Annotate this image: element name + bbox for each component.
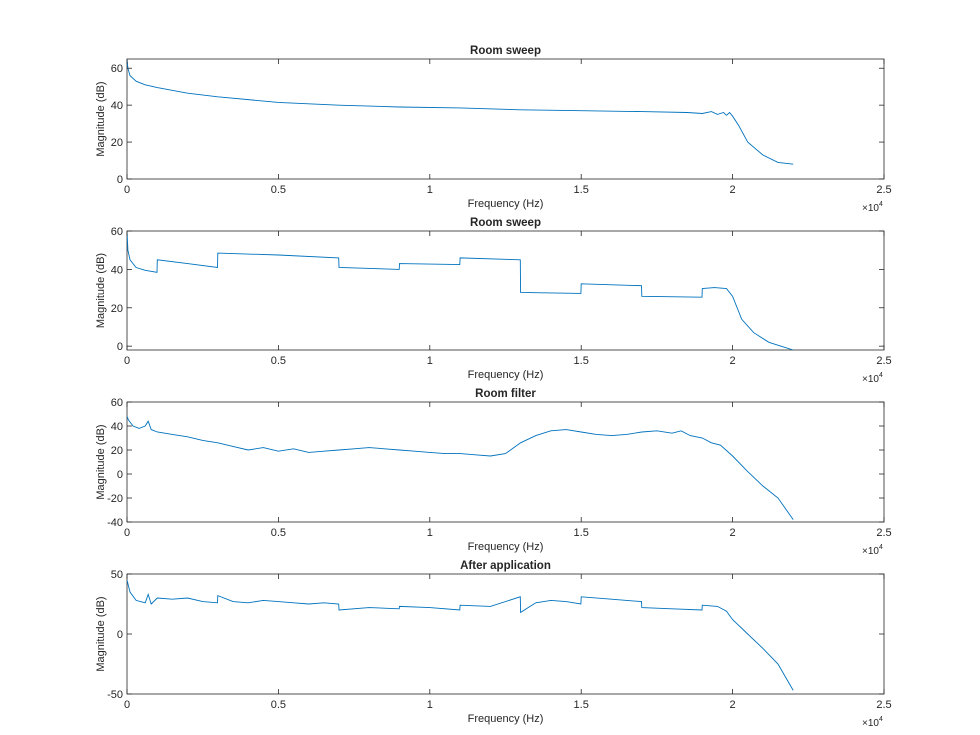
y-axis-label: Magnitude (dB)	[95, 596, 107, 671]
x-tick-label: 2.5	[876, 184, 891, 196]
chart-title: Room sweep	[470, 217, 541, 229]
y-tick-label: 40	[111, 264, 123, 276]
x-exponent-label: ×104	[862, 372, 883, 385]
x-exponent-label: ×104	[862, 201, 883, 214]
x-tick-label: 2.5	[876, 355, 891, 367]
x-tick-label: 0.5	[271, 355, 286, 367]
x-axis-label: Frequency (Hz)	[468, 713, 544, 725]
chart-title: After application	[460, 560, 551, 572]
chart-title: Room sweep	[470, 45, 541, 57]
x-tick-label: 0	[124, 699, 130, 711]
x-tick-label: 2.5	[876, 699, 891, 711]
y-tick-label: -20	[107, 493, 123, 505]
x-tick-label: 2	[730, 699, 736, 711]
y-tick-label: 0	[117, 341, 123, 353]
plot-area	[126, 58, 885, 180]
y-tick-label: -50	[107, 689, 123, 701]
y-tick-label: 50	[111, 569, 123, 581]
x-tick-label: 1	[427, 699, 433, 711]
subplot-1: 0 0.5 1 1.5 2 2.5 0 20 40 60 Room sweep Frequency (…	[95, 45, 892, 214]
x-tick-label: 1.5	[574, 527, 589, 539]
chart-title: Room filter	[475, 388, 536, 400]
x-tick-label: 0	[124, 184, 130, 196]
y-tick-label: 20	[111, 303, 123, 315]
y-tick-label: 0	[117, 174, 123, 186]
x-tick-label: 2.5	[876, 527, 891, 539]
y-tick-label: 60	[111, 63, 123, 75]
y-axis-label: Magnitude (dB)	[95, 81, 107, 156]
x-tick-label: 0	[124, 355, 130, 367]
x-tick-label: 1	[427, 527, 433, 539]
x-tick-label: 1	[427, 355, 433, 367]
y-axis-label: Magnitude (dB)	[95, 424, 107, 499]
series-line-1	[127, 579, 794, 691]
plot-area	[126, 401, 885, 523]
subplot-3: 0 0.5 1 1.5 2 2.5 -40 -20 0 20 40 60 Room filter Freq…	[95, 388, 892, 557]
y-axis-label: Magnitude (dB)	[95, 253, 107, 328]
x-tick-label: 2	[730, 527, 736, 539]
y-tick-label: 40	[111, 421, 123, 433]
x-tick-label: 1	[427, 184, 433, 196]
y-tick-label: 0	[117, 469, 123, 481]
series-line-1	[127, 231, 794, 350]
y-tick-label: 60	[111, 397, 123, 409]
x-tick-label: 1.5	[574, 184, 589, 196]
x-tick-label: 2	[730, 184, 736, 196]
x-exponent-label: ×104	[862, 716, 883, 729]
x-tick-label: 0.5	[271, 184, 286, 196]
x-exponent-label: ×104	[862, 544, 883, 557]
x-axis-label: Frequency (Hz)	[468, 541, 544, 553]
series-line-1	[127, 59, 794, 165]
x-tick-label: 0.5	[271, 527, 286, 539]
x-axis-label: Frequency (Hz)	[468, 369, 544, 381]
x-tick-label: 2	[730, 355, 736, 367]
y-tick-label: 60	[111, 226, 123, 238]
y-tick-label: 40	[111, 100, 123, 112]
x-axis-label: Frequency (Hz)	[468, 198, 544, 210]
x-tick-label: 0	[124, 527, 130, 539]
subplot-2: 0 0.5 1 1.5 2 2.5 0 20 40 60 Room sweep Frequency (…	[95, 217, 892, 385]
plot-area	[126, 573, 885, 695]
x-tick-label: 1.5	[574, 355, 589, 367]
x-tick-label: 1.5	[574, 699, 589, 711]
y-tick-label: 20	[111, 137, 123, 149]
y-tick-label: 0	[117, 629, 123, 641]
plot-area	[126, 230, 885, 351]
x-tick-label: 0.5	[271, 699, 286, 711]
y-tick-label: -40	[107, 517, 123, 529]
series-line-1	[127, 416, 794, 520]
y-tick-label: 20	[111, 445, 123, 457]
